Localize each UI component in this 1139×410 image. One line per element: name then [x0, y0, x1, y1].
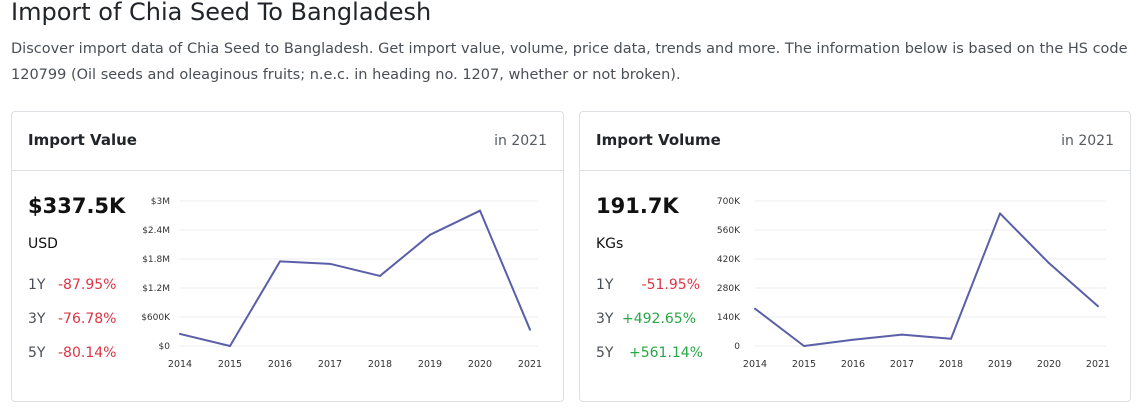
y-tick-label: $3M — [151, 197, 170, 207]
import-value-amount: $337.5K — [28, 194, 126, 218]
x-tick-label: 2014 — [168, 359, 192, 370]
import-volume-amount: 191.7K — [596, 194, 679, 218]
stat-value: -80.14% — [58, 345, 117, 361]
import-value-chart: $0 $600K $1.2M $1.8M $2.4M $3M 2014 2015 2016 201… — [141, 197, 542, 370]
data-point — [229, 345, 231, 347]
stat-1y: 1Y -51.95% — [596, 277, 700, 293]
card-header: Import Value in 2021 — [12, 112, 563, 171]
data-point — [379, 274, 381, 277]
card-header: Import Volume in 2021 — [580, 112, 1130, 171]
card-year-note: in 2021 — [494, 133, 547, 149]
y-tick-label: $600K — [141, 313, 171, 323]
y-tick-label: $2.4M — [142, 226, 170, 236]
y-tick-label: 0 — [734, 342, 740, 352]
data-point — [950, 337, 952, 340]
data-point — [429, 233, 431, 236]
stat-value: +492.65% — [622, 311, 697, 327]
stat-5y: 5Y -80.14% — [28, 345, 116, 361]
y-tick-label: 560K — [717, 226, 741, 236]
data-point — [852, 338, 854, 341]
import-volume-unit: KGs — [596, 236, 624, 252]
series-line — [179, 209, 531, 347]
y-tick-label: 140K — [717, 313, 741, 323]
page-title: Import of Chia Seed To Bangladesh — [11, 0, 432, 26]
stat-1y: 1Y -87.95% — [28, 277, 116, 293]
import-value-card: Import Value in 2021 $337.5K USD 1Y -87.9… — [11, 111, 564, 402]
stat-3y: 3Y +492.65% — [596, 311, 696, 327]
stat-value: -51.95% — [641, 277, 700, 293]
x-tick-label: 2020 — [1037, 359, 1061, 370]
stat-label: 5Y — [28, 345, 46, 361]
x-tick-label: 2015 — [218, 359, 242, 370]
data-point — [999, 212, 1001, 215]
x-tick-label: 2020 — [468, 359, 492, 370]
data-point — [529, 328, 531, 331]
x-tick-label: 2019 — [418, 359, 442, 370]
y-tick-label: $1.8M — [142, 255, 170, 265]
x-tick-label: 2014 — [743, 359, 767, 370]
import-volume-chart: 0 140K 280K 420K 560K 700K 2014 2015 2016 2017 201… — [717, 197, 1110, 370]
page-description: Discover import data of Chia Seed to Ban… — [11, 41, 1128, 83]
data-point — [479, 209, 481, 212]
stat-label: 3Y — [28, 311, 46, 327]
series-line — [754, 212, 1099, 347]
x-tick-label: 2018 — [368, 359, 392, 370]
stat-value: -76.78% — [58, 311, 117, 327]
y-tick-label: $1.2M — [142, 284, 170, 294]
import-value-unit: USD — [28, 236, 58, 252]
x-tick-label: 2021 — [518, 359, 542, 370]
x-tick-label: 2015 — [792, 359, 816, 370]
stat-value: -87.95% — [58, 277, 117, 293]
data-point — [1048, 262, 1050, 265]
x-tick-label: 2018 — [939, 359, 963, 370]
data-point — [179, 332, 181, 335]
card-title: Import Value — [28, 131, 137, 149]
stat-3y: 3Y -76.78% — [28, 311, 116, 327]
stat-label: 1Y — [28, 277, 46, 293]
x-tick-label: 2016 — [268, 359, 292, 370]
stat-label: 3Y — [596, 311, 614, 327]
data-point — [329, 262, 331, 265]
data-point — [279, 260, 281, 263]
stat-5y: 5Y +561.14% — [596, 345, 703, 361]
stat-value: +561.14% — [629, 345, 704, 361]
x-tick-label: 2019 — [988, 359, 1012, 370]
x-tick-label: 2016 — [841, 359, 865, 370]
stat-label: 5Y — [596, 345, 614, 361]
y-tick-label: 420K — [717, 255, 741, 265]
data-point — [754, 307, 756, 310]
x-tick-label: 2017 — [318, 359, 342, 370]
data-point — [1097, 305, 1099, 308]
data-point — [901, 333, 903, 336]
y-tick-label: 700K — [717, 197, 741, 207]
y-tick-label: 280K — [717, 284, 741, 294]
data-point — [803, 345, 805, 347]
card-title: Import Volume — [596, 131, 721, 149]
x-tick-label: 2021 — [1086, 359, 1110, 370]
import-volume-card: Import Volume in 2021 191.7K KGs 1Y -51.9… — [579, 111, 1131, 402]
x-tick-label: 2017 — [890, 359, 914, 370]
card-year-note: in 2021 — [1061, 133, 1114, 149]
stat-label: 1Y — [596, 277, 614, 293]
y-tick-label: $0 — [159, 342, 171, 352]
